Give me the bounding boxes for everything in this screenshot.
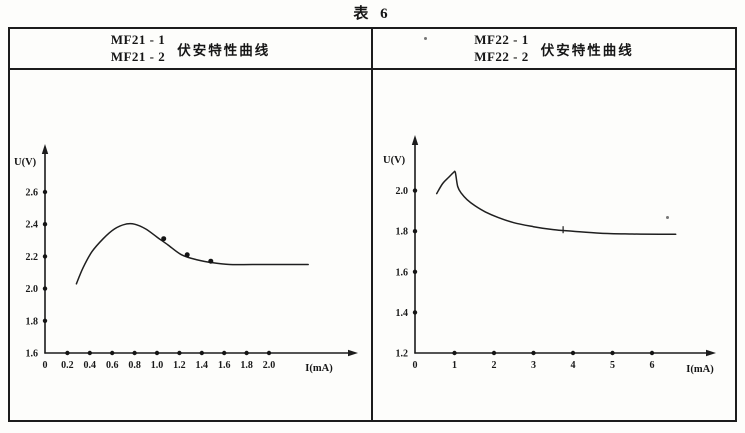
x-tick-label: 0.6 — [106, 360, 119, 371]
x-tick-label: 3 — [531, 360, 536, 371]
y-axis-arrowhead-icon — [411, 135, 419, 145]
y-tick-label: 1.2 — [396, 349, 409, 360]
x-tick-label: 2.0 — [263, 360, 276, 371]
iv-characteristic-curve — [435, 170, 677, 235]
panel-header-mf22: MF22 - 1 MF22 - 2 伏安特性曲线 — [373, 29, 735, 70]
curve-point-marker — [161, 236, 167, 242]
scan-speck — [666, 216, 669, 219]
y-tick-label: 2.6 — [26, 188, 39, 199]
x-tick-dot — [154, 350, 160, 356]
curve-point-marker — [184, 252, 190, 258]
x-tick-dot — [65, 350, 70, 356]
model-names-mf22: MF22 - 1 MF22 - 2 — [474, 32, 529, 66]
x-tick-label: 0.2 — [61, 360, 74, 371]
y-tick-dot — [412, 229, 418, 234]
x-tick-label: 1.6 — [218, 360, 231, 371]
curve-point-marker — [208, 258, 214, 264]
scan-speck — [424, 37, 427, 40]
x-tick-label: 1.8 — [240, 360, 253, 371]
x-tick-dot — [610, 350, 615, 356]
y-axis-arrowhead-icon — [41, 144, 49, 154]
chart-cell-mf22: 1.2 1.4 1.6 1.8 2.0 0 1 2 3 4 5 6 U(V) I(mA) — [373, 70, 735, 420]
y-axis-title: U(V) — [14, 157, 37, 168]
model-name-line: MF22 - 2 — [474, 48, 529, 64]
chart-mf21-iv-curve: 1.6 1.8 2.0 2.2 2.4 2.6 0 0.2 0.4 0.6 0.8 1.0 1.2 1.4… — [14, 144, 358, 374]
x-tick-dot — [222, 350, 227, 356]
x-tick-label: 0 — [43, 360, 48, 371]
model-name-line: MF21 - 1 — [110, 31, 166, 47]
y-tick-dot — [42, 189, 48, 195]
y-tick-label: 1.4 — [396, 308, 409, 319]
y-tick-label: 1.6 — [396, 267, 409, 278]
x-tick-dot — [132, 350, 137, 356]
x-axis-arrowhead-icon — [706, 349, 716, 357]
chart-cell-mf21: 1.6 1.8 2.0 2.2 2.4 2.6 0 0.2 0.4 0.6 0.8 1.0 1.2 1.4… — [10, 70, 373, 420]
y-tick-dot — [42, 254, 48, 259]
x-tick-label: 0.4 — [84, 360, 97, 371]
x-tick-label: 1 — [452, 360, 457, 371]
x-axis-title: I(mA) — [686, 364, 714, 375]
x-tick-label: 0.8 — [128, 360, 141, 371]
x-axis-arrowhead-icon — [348, 349, 358, 357]
x-tick-label: 1.2 — [173, 360, 186, 371]
y-tick-label: 2.2 — [26, 252, 39, 263]
y-tick-label: 2.0 — [396, 186, 409, 197]
panel-header-mf21: MF21 - 1 MF21 - 2 伏安特性曲线 — [10, 29, 373, 70]
x-tick-dot — [570, 350, 576, 356]
chart-mf22-iv-curve: 1.2 1.4 1.6 1.8 2.0 0 1 2 3 4 5 6 U(V) I(mA) — [383, 135, 716, 375]
y-tick-label: 2.4 — [26, 220, 39, 231]
x-tick-dot — [531, 350, 536, 356]
y-tick-dot — [412, 269, 418, 274]
x-tick-dot — [244, 350, 249, 356]
x-tick-dot — [199, 350, 204, 356]
x-tick-dot — [87, 350, 93, 356]
x-tick-label: 0 — [413, 360, 418, 371]
x-tick-dot — [177, 350, 182, 356]
x-tick-dot — [491, 350, 497, 356]
x-tick-label: 1.0 — [151, 360, 164, 371]
model-names-mf21: MF21 - 1 MF21 - 2 — [111, 32, 166, 66]
model-name-line: MF21 - 2 — [110, 48, 166, 64]
curve-type-label: 伏安特性曲线 — [540, 42, 634, 58]
y-tick-label: 2.0 — [26, 284, 39, 295]
y-tick-dot — [412, 188, 418, 193]
x-tick-dot — [110, 350, 115, 356]
x-tick-label: 2 — [492, 360, 497, 371]
x-tick-dot — [452, 350, 457, 356]
x-tick-label: 4 — [571, 360, 576, 371]
x-axis-title: I(mA) — [305, 363, 333, 374]
y-tick-dot — [42, 286, 48, 291]
x-tick-dot — [649, 350, 655, 356]
x-tick-dot — [266, 350, 272, 356]
y-tick-label: 1.8 — [26, 316, 39, 327]
curve-type-label: 伏安特性曲线 — [177, 42, 271, 58]
iv-characteristic-curve — [75, 222, 309, 285]
y-tick-dot — [42, 222, 48, 227]
y-tick-dot — [412, 310, 418, 315]
model-name-line: MF22 - 1 — [474, 31, 529, 47]
y-tick-label: 1.8 — [396, 227, 409, 238]
page-title: 表 6 — [353, 6, 392, 22]
x-tick-label: 6 — [650, 360, 655, 371]
y-axis-title: U(V) — [383, 155, 406, 166]
characteristics-table: MF21 - 1 MF21 - 2 伏安特性曲线 MF22 - 1 MF22 -… — [8, 27, 737, 422]
y-tick-dot — [42, 318, 48, 323]
x-tick-label: 5 — [610, 360, 615, 371]
y-tick-label: 1.6 — [26, 349, 39, 360]
x-tick-label: 1.4 — [196, 360, 209, 371]
